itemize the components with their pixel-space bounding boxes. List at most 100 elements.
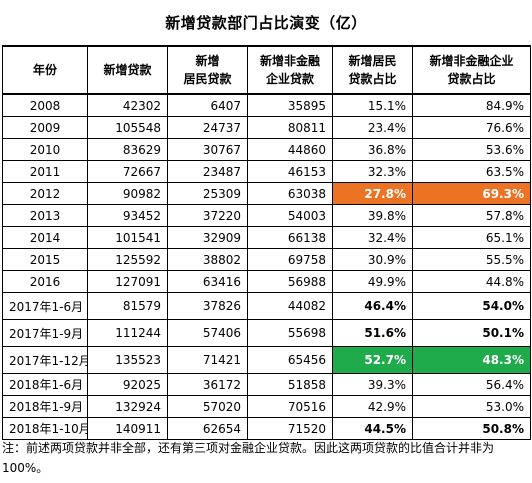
year-cell: 2010	[2, 138, 88, 161]
household-loans-cell: 32909	[167, 226, 248, 249]
year-cell: 2012	[2, 182, 88, 205]
year-cell: 2017年1-12月	[2, 346, 88, 374]
header-household-share: 新增居民 贷款占比	[332, 45, 413, 95]
table-row: 2018年1-6月 92025 36172 51858 39.3% 56.4%	[2, 373, 531, 396]
new-loans-cell: 83629	[87, 138, 168, 161]
new-loans-cell: 72667	[87, 160, 168, 183]
header-new-loans: 新增贷款	[87, 45, 168, 95]
loan-share-table: 年份 新增贷款 新增 居民贷款 新增非金融 企业贷款 新增居民 贷款占比 新增非金融企业 贷款占比…	[2, 45, 531, 440]
new-loans-cell: 105548	[87, 116, 168, 139]
household-loans-cell: 25309	[167, 182, 248, 205]
table-row: 2018年1-9月 132924 57020 70516 42.9% 53.0%	[2, 395, 531, 418]
table-row: 2009 105548 24737 80811 23.4% 76.6%	[2, 116, 531, 139]
enterprise-share-cell: 56.4%	[412, 373, 531, 396]
year-cell: 2018年1-9月	[2, 395, 88, 418]
table-row: 2017年1-9月 111244 57406 55698 51.6% 50.1%	[2, 319, 531, 347]
table-title: 新增贷款部门占比演变（亿）	[165, 14, 367, 32]
header-label-line: 新增非金融	[259, 54, 320, 68]
new-loans-cell: 42302	[87, 93, 168, 117]
header-label-line: 新增	[195, 54, 220, 68]
header-label-line: 企业贷款	[265, 72, 314, 86]
household-loans-cell: 37220	[167, 204, 248, 227]
year-cell: 2018年1-6月	[2, 373, 88, 396]
household-share-cell: 15.1%	[332, 93, 413, 117]
household-share-cell: 42.9%	[332, 395, 413, 418]
table-row: 2008 42302 6407 35895 15.1% 84.9%	[2, 93, 531, 117]
year-cell: 2017年1-9月	[2, 319, 88, 347]
enterprise-loans-cell: 55698	[247, 319, 333, 347]
header-row: 年份 新增贷款 新增 居民贷款 新增非金融 企业贷款 新增居民 贷款占比 新增非金融企业 贷款占比	[2, 45, 531, 95]
table-body: 2008 42302 6407 35895 15.1% 84.9% 2009 105548 24…	[2, 93, 531, 440]
household-share-cell: 46.4%	[332, 292, 413, 320]
household-share-cell: 30.9%	[332, 248, 413, 271]
header-label-line: 新增居民	[348, 54, 397, 68]
year-cell: 2008	[2, 93, 88, 117]
enterprise-loans-cell: 54003	[247, 204, 333, 227]
household-loans-cell: 30767	[167, 138, 248, 161]
household-loans-cell: 37826	[167, 292, 248, 320]
household-share-cell: 44.5%	[332, 417, 413, 440]
new-loans-cell: 140911	[87, 417, 168, 440]
enterprise-loans-cell: 69758	[247, 248, 333, 271]
enterprise-share-cell: 53.0%	[412, 395, 531, 418]
table-header: 年份 新增贷款 新增 居民贷款 新增非金融 企业贷款 新增居民 贷款占比 新增非金融企业 贷款占比	[2, 45, 531, 95]
household-loans-cell: 6407	[167, 93, 248, 117]
new-loans-cell: 132924	[87, 395, 168, 418]
household-loans-cell: 24737	[167, 116, 248, 139]
enterprise-share-cell: 84.9%	[412, 93, 531, 117]
footnote: 注：前述两项贷款并非全部，还有第三项对金融企业贷款。因此这两项贷款的比值合计并非…	[2, 441, 495, 475]
household-loans-cell: 23487	[167, 160, 248, 183]
new-loans-cell: 127091	[87, 270, 168, 293]
year-cell: 2016	[2, 270, 88, 293]
household-share-cell: 39.3%	[332, 373, 413, 396]
household-share-cell: 23.4%	[332, 116, 413, 139]
enterprise-loans-cell: 46153	[247, 160, 333, 183]
table-row: 2012 90982 25309 63038 27.8% 69.3%	[2, 182, 531, 205]
table-row: 2017年1-12月 135523 71421 65456 52.7% 48.3%	[2, 346, 531, 374]
enterprise-loans-cell: 51858	[247, 373, 333, 396]
table-row: 2013 93452 37220 54003 39.8% 57.8%	[2, 204, 531, 227]
enterprise-loans-cell: 44860	[247, 138, 333, 161]
household-share-cell: 32.4%	[332, 226, 413, 249]
household-loans-cell: 63416	[167, 270, 248, 293]
year-cell: 2015	[2, 248, 88, 271]
year-cell: 2013	[2, 204, 88, 227]
new-loans-cell: 135523	[87, 346, 168, 374]
enterprise-loans-cell: 70516	[247, 395, 333, 418]
header-label-line: 贷款占比	[348, 72, 397, 86]
new-loans-cell: 92025	[87, 373, 168, 396]
enterprise-loans-cell: 65456	[247, 346, 333, 374]
household-loans-cell: 71421	[167, 346, 248, 374]
enterprise-loans-cell: 56988	[247, 270, 333, 293]
table-row: 2011 72667 23487 46153 32.3% 63.5%	[2, 160, 531, 183]
household-loans-cell: 57020	[167, 395, 248, 418]
enterprise-share-cell: 54.0%	[412, 292, 531, 320]
year-cell: 2017年1-6月	[2, 292, 88, 320]
header-label-line: 居民贷款	[183, 72, 232, 86]
enterprise-share-cell: 69.3%	[412, 182, 531, 205]
new-loans-cell: 90982	[87, 182, 168, 205]
household-share-cell: 32.3%	[332, 160, 413, 183]
enterprise-loans-cell: 35895	[247, 93, 333, 117]
household-loans-cell: 38802	[167, 248, 248, 271]
enterprise-share-cell: 50.8%	[412, 417, 531, 440]
household-loans-cell: 36172	[167, 373, 248, 396]
enterprise-share-cell: 63.5%	[412, 160, 531, 183]
enterprise-share-cell: 76.6%	[412, 116, 531, 139]
enterprise-share-cell: 57.8%	[412, 204, 531, 227]
household-share-cell: 27.8%	[332, 182, 413, 205]
year-cell: 2011	[2, 160, 88, 183]
table-row: 2016 127091 63416 56988 49.9% 44.8%	[2, 270, 531, 293]
header-year: 年份	[2, 45, 88, 95]
year-cell: 2018年1-10月	[2, 417, 88, 440]
new-loans-cell: 101541	[87, 226, 168, 249]
header-enterprise-share: 新增非金融企业 贷款占比	[412, 45, 531, 95]
enterprise-share-cell: 44.8%	[412, 270, 531, 293]
table-row: 2018年1-10月 140911 62654 71520 44.5% 50.8%	[2, 417, 531, 440]
enterprise-loans-cell: 71520	[247, 417, 333, 440]
household-share-cell: 36.8%	[332, 138, 413, 161]
header-label-line: 新增非金融企业	[429, 54, 514, 68]
enterprise-share-cell: 65.1%	[412, 226, 531, 249]
household-share-cell: 52.7%	[332, 346, 413, 374]
